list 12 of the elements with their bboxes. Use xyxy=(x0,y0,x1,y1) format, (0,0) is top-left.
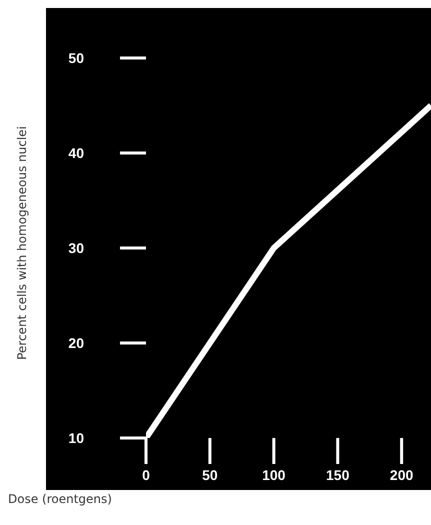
y-tick-label: 20 xyxy=(68,335,84,351)
x-tick-label: 100 xyxy=(262,467,286,483)
y-tick-label: 30 xyxy=(68,240,84,256)
x-tick-label: 200 xyxy=(390,467,414,483)
y-axis-title: Percent cells with homogeneous nuclei xyxy=(15,126,30,360)
y-tick-label: 10 xyxy=(68,430,84,446)
y-tick-label: 40 xyxy=(68,145,84,161)
x-tick-label: 0 xyxy=(142,467,150,483)
x-axis-title: Dose (roentgens) xyxy=(8,492,112,506)
x-tick-label: 150 xyxy=(326,467,350,483)
y-tick-label: 50 xyxy=(68,50,84,66)
x-tick-label: 50 xyxy=(202,467,218,483)
